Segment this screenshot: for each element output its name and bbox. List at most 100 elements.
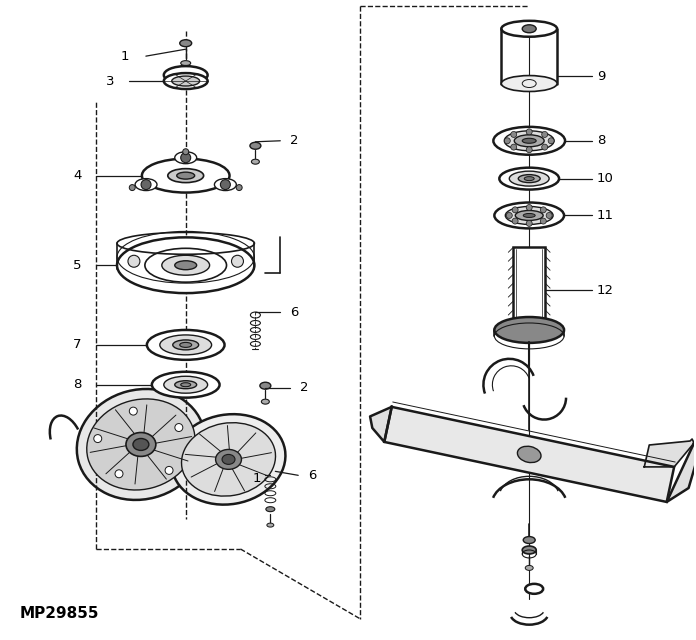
Ellipse shape [160, 335, 212, 355]
Ellipse shape [164, 66, 207, 84]
Ellipse shape [126, 433, 156, 456]
Text: 8: 8 [597, 134, 606, 147]
Circle shape [165, 467, 173, 474]
Ellipse shape [266, 507, 275, 511]
Text: 4: 4 [73, 169, 81, 182]
Ellipse shape [175, 152, 197, 164]
Circle shape [221, 180, 230, 189]
Text: 6: 6 [290, 305, 299, 319]
Ellipse shape [216, 449, 242, 469]
Circle shape [181, 153, 191, 163]
Ellipse shape [260, 382, 271, 389]
Circle shape [546, 212, 552, 218]
Ellipse shape [135, 179, 157, 191]
Ellipse shape [262, 399, 269, 404]
Text: 5: 5 [73, 259, 81, 272]
Circle shape [141, 180, 151, 189]
Circle shape [506, 212, 512, 218]
Ellipse shape [267, 523, 274, 527]
Ellipse shape [142, 159, 230, 193]
Ellipse shape [501, 76, 557, 92]
Text: 2: 2 [300, 381, 309, 394]
Ellipse shape [522, 25, 536, 33]
Text: 1: 1 [253, 472, 261, 485]
Text: 12: 12 [597, 284, 614, 296]
Ellipse shape [182, 422, 276, 496]
Ellipse shape [172, 76, 200, 86]
Circle shape [511, 131, 516, 138]
Text: 11: 11 [597, 209, 614, 222]
Ellipse shape [509, 171, 549, 186]
Ellipse shape [505, 131, 554, 151]
Ellipse shape [181, 383, 191, 387]
Ellipse shape [168, 169, 204, 182]
Ellipse shape [117, 237, 255, 293]
Circle shape [183, 148, 189, 155]
Ellipse shape [175, 381, 197, 388]
Ellipse shape [214, 179, 237, 191]
Ellipse shape [181, 61, 191, 66]
Ellipse shape [147, 330, 225, 360]
Ellipse shape [164, 73, 207, 89]
Ellipse shape [180, 342, 191, 348]
Ellipse shape [145, 248, 226, 282]
Ellipse shape [175, 260, 197, 269]
Ellipse shape [164, 376, 207, 393]
Ellipse shape [514, 135, 544, 147]
Ellipse shape [77, 389, 205, 500]
Text: 1: 1 [121, 50, 129, 63]
Ellipse shape [515, 211, 543, 220]
Ellipse shape [87, 399, 195, 490]
Polygon shape [384, 407, 674, 502]
Text: 9: 9 [597, 70, 606, 83]
Circle shape [129, 407, 137, 415]
Circle shape [526, 147, 532, 153]
Ellipse shape [493, 127, 565, 155]
Circle shape [128, 255, 140, 268]
Circle shape [540, 207, 546, 213]
Text: MP29855: MP29855 [19, 606, 99, 621]
Polygon shape [667, 443, 696, 502]
Circle shape [94, 435, 102, 443]
Circle shape [541, 144, 548, 150]
Circle shape [526, 205, 532, 211]
Ellipse shape [161, 255, 209, 275]
Ellipse shape [522, 138, 536, 143]
Polygon shape [513, 247, 545, 330]
Circle shape [236, 184, 242, 191]
Ellipse shape [222, 454, 235, 465]
Ellipse shape [505, 207, 553, 225]
Circle shape [512, 207, 518, 213]
Polygon shape [644, 439, 694, 467]
Ellipse shape [525, 584, 543, 594]
Ellipse shape [494, 317, 564, 343]
Ellipse shape [494, 202, 564, 228]
Circle shape [548, 138, 554, 144]
Text: 8: 8 [73, 378, 81, 391]
Ellipse shape [519, 175, 540, 182]
Circle shape [232, 255, 244, 268]
Circle shape [175, 424, 183, 431]
Ellipse shape [524, 177, 535, 180]
Text: 10: 10 [597, 172, 614, 185]
Ellipse shape [172, 414, 285, 504]
Ellipse shape [180, 40, 191, 47]
Text: 2: 2 [290, 134, 299, 147]
Ellipse shape [152, 372, 219, 397]
Ellipse shape [250, 142, 261, 149]
Ellipse shape [251, 159, 260, 164]
Ellipse shape [177, 172, 195, 179]
Circle shape [526, 220, 532, 227]
Polygon shape [370, 407, 392, 442]
Circle shape [512, 218, 518, 224]
Ellipse shape [523, 536, 535, 543]
Ellipse shape [251, 312, 260, 318]
Text: 3: 3 [106, 74, 115, 88]
Ellipse shape [517, 446, 541, 463]
Circle shape [541, 131, 548, 138]
Ellipse shape [501, 21, 557, 36]
Ellipse shape [525, 565, 533, 570]
Circle shape [115, 470, 123, 477]
Circle shape [129, 184, 135, 191]
Text: 6: 6 [308, 469, 317, 482]
